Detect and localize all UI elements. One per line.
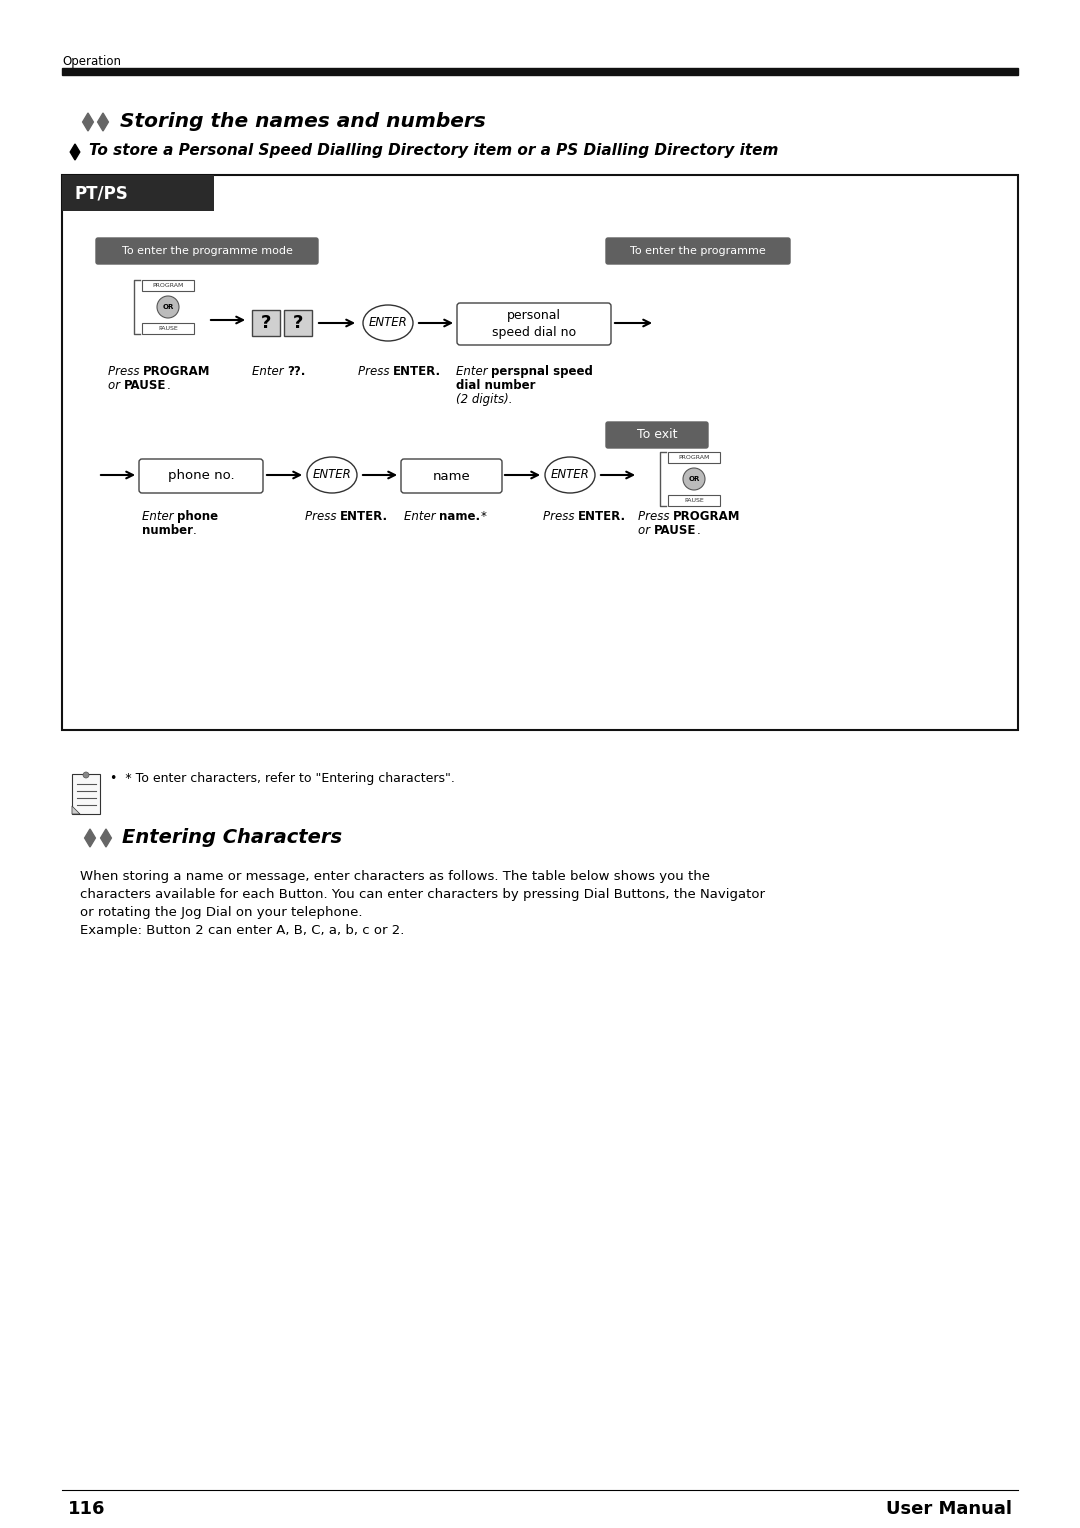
Text: OR: OR [162, 304, 174, 310]
Text: Enter: Enter [252, 365, 287, 377]
Text: •  * To enter characters, refer to "Entering characters".: • * To enter characters, refer to "Enter… [110, 772, 455, 785]
Polygon shape [72, 805, 80, 814]
Text: Enter: Enter [404, 510, 440, 523]
Text: PAUSE: PAUSE [653, 524, 697, 536]
FancyBboxPatch shape [606, 422, 708, 448]
Text: or: or [108, 379, 124, 393]
Bar [62, 176, 1018, 730]
Text: perspnal speed: perspnal speed [491, 365, 593, 377]
Bar [669, 495, 720, 506]
Text: User Manual: User Manual [886, 1500, 1012, 1517]
Text: To exit: To exit [637, 428, 677, 442]
Text: name: name [433, 469, 471, 483]
Text: PAUSE: PAUSE [124, 379, 166, 393]
Ellipse shape [363, 306, 413, 341]
Text: PROGRAM: PROGRAM [152, 283, 184, 287]
Text: or: or [638, 524, 653, 536]
Text: To enter the programme mode: To enter the programme mode [122, 246, 293, 257]
Polygon shape [84, 830, 95, 847]
FancyBboxPatch shape [401, 458, 502, 494]
Bar [284, 310, 312, 336]
Text: PROGRAM: PROGRAM [673, 510, 741, 523]
Text: PAUSE: PAUSE [684, 498, 704, 503]
Text: personal
speed dial no: personal speed dial no [491, 309, 576, 339]
Text: PROGRAM: PROGRAM [144, 365, 211, 377]
Text: Example: Button 2 can enter A, B, C, a, b, c or 2.: Example: Button 2 can enter A, B, C, a, … [80, 924, 404, 937]
Text: phone no.: phone no. [167, 469, 234, 483]
Text: 116: 116 [68, 1500, 106, 1517]
FancyBboxPatch shape [457, 303, 611, 345]
Ellipse shape [545, 457, 595, 494]
Text: ?: ? [260, 313, 271, 332]
Text: When storing a name or message, enter characters as follows. The table below sho: When storing a name or message, enter ch… [80, 869, 710, 883]
Text: Press: Press [108, 365, 144, 377]
Text: ENTER: ENTER [312, 469, 351, 481]
Circle shape [683, 468, 705, 490]
Text: (2 digits).: (2 digits). [456, 393, 513, 406]
Text: characters available for each Button. You can enter characters by pressing Dial : characters available for each Button. Yo… [80, 888, 765, 902]
Text: Operation: Operation [62, 55, 121, 69]
Text: ??.: ??. [287, 365, 306, 377]
Text: phone: phone [177, 510, 218, 523]
Text: ENTER.: ENTER. [393, 365, 442, 377]
Ellipse shape [307, 457, 357, 494]
Text: Press: Press [305, 510, 340, 523]
Bar [62, 69, 1018, 75]
FancyBboxPatch shape [139, 458, 264, 494]
Polygon shape [97, 113, 108, 131]
Text: Entering Characters: Entering Characters [122, 828, 342, 847]
Bar [252, 310, 280, 336]
Text: .: . [166, 379, 170, 393]
Polygon shape [82, 113, 93, 131]
Circle shape [157, 296, 179, 318]
Polygon shape [100, 830, 111, 847]
Text: ENTER: ENTER [551, 469, 590, 481]
Circle shape [83, 772, 89, 778]
Text: .: . [697, 524, 700, 536]
FancyBboxPatch shape [96, 238, 318, 264]
Text: Press: Press [357, 365, 393, 377]
Text: To enter the programme: To enter the programme [630, 246, 766, 257]
Text: *: * [481, 510, 486, 523]
Text: Enter: Enter [141, 510, 177, 523]
Bar [62, 176, 214, 211]
Text: dial number: dial number [456, 379, 536, 393]
Text: .: . [193, 524, 197, 536]
Text: Enter: Enter [456, 365, 491, 377]
Text: PAUSE: PAUSE [158, 325, 178, 332]
Text: or rotating the Jog Dial on your telephone.: or rotating the Jog Dial on your telepho… [80, 906, 363, 918]
Bar [141, 322, 194, 335]
Text: PT/PS: PT/PS [75, 183, 127, 202]
Text: ENTER: ENTER [368, 316, 407, 330]
Bar [72, 775, 100, 814]
Text: To store a Personal Speed Dialling Directory item or a PS Dialling Directory ite: To store a Personal Speed Dialling Direc… [89, 144, 779, 157]
Text: Press: Press [638, 510, 673, 523]
Text: ?: ? [293, 313, 303, 332]
Text: ENTER.: ENTER. [340, 510, 389, 523]
Bar [141, 280, 194, 290]
Text: Press: Press [543, 510, 578, 523]
Text: name.: name. [440, 510, 481, 523]
Text: Storing the names and numbers: Storing the names and numbers [120, 112, 486, 131]
Text: PROGRAM: PROGRAM [678, 455, 710, 460]
Text: OR: OR [688, 477, 700, 481]
Polygon shape [70, 144, 80, 160]
Text: ENTER.: ENTER. [578, 510, 626, 523]
Text: number: number [141, 524, 193, 536]
FancyBboxPatch shape [606, 238, 789, 264]
Bar [669, 452, 720, 463]
